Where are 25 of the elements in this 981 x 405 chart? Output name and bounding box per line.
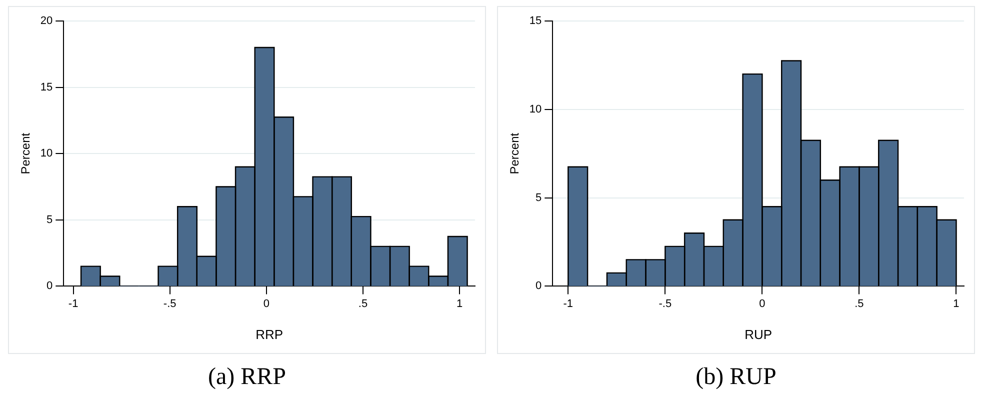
y-tick-label: 20: [40, 15, 53, 28]
y-tick-label: 5: [536, 192, 542, 204]
y-tick-label: 5: [46, 214, 53, 226]
x-tick-label: 1: [456, 298, 463, 310]
text: (b) RUP: [694, 364, 778, 391]
y-tick-label: 15: [529, 15, 542, 28]
y-tick-label: 0: [536, 280, 542, 292]
y-axis-title: Percent: [508, 132, 522, 174]
x-tick-label: -.5: [163, 298, 176, 310]
x-axis-title: RUP: [744, 326, 772, 342]
text: (a) RRP: [207, 364, 287, 391]
x-tick-label: 1: [953, 298, 960, 310]
x-tick-label: -1: [563, 298, 574, 310]
x-tick-label: -1: [68, 298, 78, 310]
y-tick-label: 10: [40, 148, 53, 160]
y-tick-label: 10: [529, 103, 542, 116]
x-tick-label: 0: [759, 298, 766, 310]
y-tick-label: 0: [46, 280, 53, 292]
x-axis-title: RRP: [256, 326, 284, 342]
y-axis-title: Percent: [18, 132, 33, 174]
x-tick-label: 0: [263, 298, 270, 310]
y-tick-label: 15: [40, 81, 53, 94]
x-tick-label: -.5: [658, 298, 672, 310]
x-tick-label: .5: [854, 298, 864, 310]
x-tick-label: .5: [358, 298, 368, 310]
